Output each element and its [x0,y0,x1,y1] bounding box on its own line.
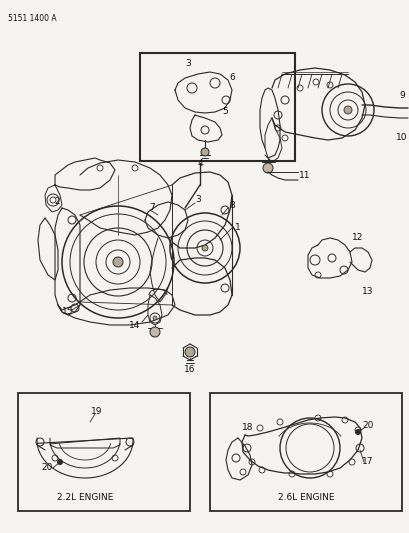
Circle shape [200,148,209,156]
Text: 19: 19 [91,408,103,416]
Text: 10: 10 [395,133,407,142]
Circle shape [202,245,207,251]
Text: 5151 1400 A: 5151 1400 A [8,14,56,23]
Circle shape [355,430,360,434]
Text: 5: 5 [222,108,227,117]
Text: 17: 17 [362,457,373,466]
Circle shape [150,327,160,337]
Bar [18,393,189,511]
Text: 11: 11 [299,171,310,180]
Circle shape [262,163,272,173]
Circle shape [343,106,351,114]
Text: 2.6L ENGINE: 2.6L ENGINE [277,492,333,502]
Text: 12: 12 [351,233,363,243]
Text: 3: 3 [195,196,200,205]
Circle shape [153,316,157,320]
Text: 7: 7 [149,204,155,213]
Bar [209,393,401,511]
Circle shape [184,347,195,357]
Text: 1: 1 [234,223,240,232]
Text: 8: 8 [229,200,234,209]
Text: 20: 20 [362,421,373,430]
Text: 6: 6 [229,74,234,83]
Text: 9: 9 [398,91,404,100]
Text: 13: 13 [362,287,373,296]
Text: 2: 2 [54,198,60,206]
Text: 3: 3 [185,59,191,68]
Circle shape [57,459,62,464]
Text: 16: 16 [184,366,195,375]
Text: 18: 18 [242,423,253,432]
Circle shape [113,257,123,267]
Text: 15: 15 [62,308,74,317]
Text: 2.2L ENGINE: 2.2L ENGINE [57,492,113,502]
Text: 20: 20 [41,464,53,472]
Text: 14: 14 [129,320,140,329]
Text: 4: 4 [197,158,202,167]
Bar [139,53,294,161]
